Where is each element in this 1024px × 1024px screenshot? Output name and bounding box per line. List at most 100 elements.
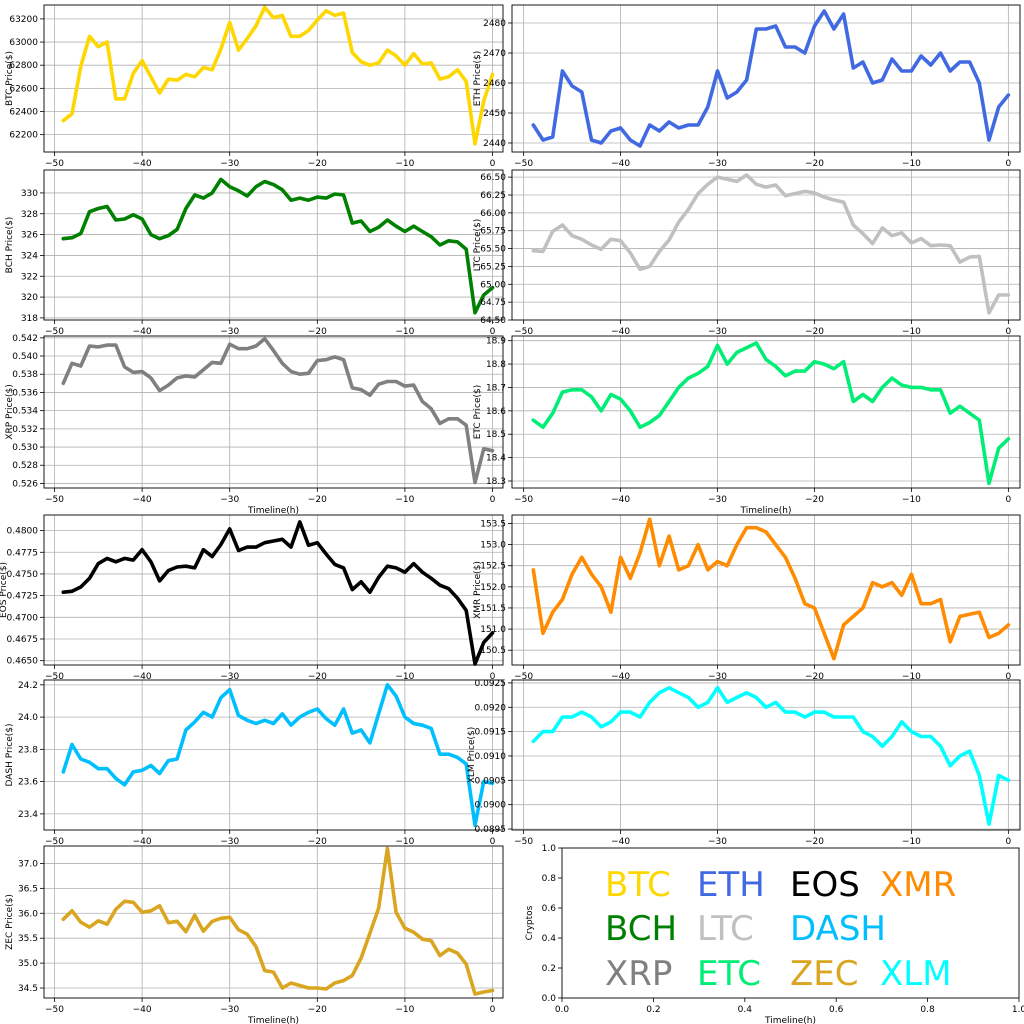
y-axis-label: ETC Price($) <box>473 385 483 440</box>
y-tick-label: 65.00 <box>480 280 506 290</box>
y-tick-label: 37.0 <box>18 859 38 869</box>
plot-frame <box>43 679 504 831</box>
x-tick-label: 0 <box>490 159 496 169</box>
y-tick-label: 0.526 <box>12 479 38 489</box>
y-axis-label: XRP Price($) <box>5 384 15 439</box>
y-tick-label: 0.4700 <box>7 613 39 623</box>
x-tick-label: −30 <box>220 495 239 505</box>
chart-panel-10: −50 −40 −30 −20 −10 0 34.5 35.0 35.5 36.0 36.5 37.0… <box>5 845 504 1024</box>
x-tick-label: 0 <box>490 837 496 847</box>
y-tick-label: 330 <box>21 189 38 199</box>
y-tick-label: 0.528 <box>12 461 38 471</box>
plot-frame <box>511 169 1021 321</box>
y-tick-label: 0.0925 <box>475 679 507 689</box>
x-tick-label: −30 <box>708 672 727 682</box>
x-tick-label: −30 <box>220 672 239 682</box>
y-tick-label: 18.5 <box>486 430 506 440</box>
legend-x-tick-label: 0.4 <box>738 1005 753 1015</box>
y-tick-label: 318 <box>21 314 38 324</box>
x-tick-label: 0 <box>1005 159 1011 169</box>
y-tick-label: 0.0920 <box>475 703 507 713</box>
y-tick-label: 0.4675 <box>7 635 39 645</box>
legend-y-axis-label: Cryptos <box>525 905 535 940</box>
x-tick-label: −30 <box>708 159 727 169</box>
x-tick-label: −10 <box>395 1005 414 1015</box>
y-axis-label: LTC Price($) <box>473 219 483 272</box>
y-tick-label: 62600 <box>9 84 38 94</box>
legend-x-tick-label: 0.8 <box>920 1005 935 1015</box>
legend-entry-xrp: XRP <box>605 954 672 994</box>
y-tick-label: 36.0 <box>18 909 38 919</box>
x-tick-label: −50 <box>514 327 533 337</box>
x-tick-label: −30 <box>708 495 727 505</box>
x-tick-label: −10 <box>902 672 921 682</box>
plot-frame <box>511 679 1021 831</box>
x-tick-label: 0 <box>490 1005 496 1015</box>
x-tick-label: −20 <box>308 495 327 505</box>
x-tick-label: −20 <box>805 495 824 505</box>
x-tick-label: 0 <box>1005 672 1011 682</box>
legend-frame <box>561 847 1020 999</box>
y-tick-label: 65.50 <box>480 245 506 255</box>
y-tick-label: 65.25 <box>480 262 506 272</box>
y-tick-label: 0.542 <box>12 334 38 344</box>
y-tick-label: 320 <box>21 293 38 303</box>
y-tick-label: 0.0915 <box>475 728 507 738</box>
x-tick-label: −50 <box>45 672 64 682</box>
x-tick-label: 0 <box>1005 495 1011 505</box>
series-line <box>531 9 1011 148</box>
plot-frame <box>511 514 1021 666</box>
plot-frame <box>43 4 504 153</box>
y-tick-label: 36.5 <box>18 884 38 894</box>
y-tick-label: 328 <box>21 210 38 220</box>
y-tick-label: 63000 <box>9 38 38 48</box>
x-tick-label: −50 <box>45 837 64 847</box>
x-tick-label: −10 <box>902 837 921 847</box>
y-tick-label: 0.0905 <box>475 776 507 786</box>
y-tick-label: 322 <box>21 272 38 282</box>
y-tick-label: 2450 <box>483 109 506 119</box>
x-tick-label: −10 <box>902 327 921 337</box>
y-tick-label: 0.4750 <box>7 570 39 580</box>
x-tick-label: −40 <box>611 495 630 505</box>
y-tick-label: 0.0910 <box>475 752 507 762</box>
chart-panel-2: −50 −40 −30 −20 −10 0 318 320 322 324 326 328 330 BCH… <box>5 169 504 337</box>
x-tick-label: −30 <box>220 159 239 169</box>
x-tick-label: −20 <box>308 672 327 682</box>
y-axis-label: XMR Price($) <box>473 561 483 619</box>
plot-frame <box>43 335 504 489</box>
x-tick-label: −10 <box>902 159 921 169</box>
y-tick-label: 2470 <box>483 49 506 59</box>
legend-entry-zec: ZEC <box>790 954 859 994</box>
plot-frame <box>43 169 504 321</box>
legend-entry-bch: BCH <box>605 909 677 949</box>
legend-x-axis-label: Timeline(h) <box>764 1016 816 1024</box>
y-tick-label: 0.540 <box>12 352 38 362</box>
x-tick-label: −50 <box>45 1005 64 1015</box>
y-tick-label: 23.6 <box>18 778 38 788</box>
y-tick-label: 62200 <box>9 131 38 141</box>
legend-x-tick-label: 0.6 <box>829 1005 844 1015</box>
x-axis-label: Timeline(h) <box>247 506 299 516</box>
y-axis-label: EOS Price($) <box>0 562 9 618</box>
y-tick-label: 0.530 <box>12 443 38 453</box>
legend-panel: 0.0 0.2 0.4 0.6 0.8 1.0 0.0 0.2 0.4 0.6 0.8 1.0 Cryp… <box>525 844 1024 1024</box>
y-axis-label: DASH Price($) <box>5 724 15 787</box>
x-tick-label: 0 <box>1005 327 1011 337</box>
legend-entry-xmr: XMR <box>880 865 956 905</box>
x-tick-label: −20 <box>308 159 327 169</box>
y-tick-label: 64.50 <box>480 316 506 326</box>
x-tick-label: −30 <box>708 837 727 847</box>
x-tick-label: −20 <box>805 672 824 682</box>
y-tick-label: 0.4800 <box>7 527 39 537</box>
x-tick-label: −40 <box>133 1005 152 1015</box>
y-tick-label: 152.0 <box>480 583 506 593</box>
legend-y-tick-label: 0.0 <box>542 994 557 1004</box>
y-tick-label: 151.5 <box>480 604 506 614</box>
legend-entry-xlm: XLM <box>880 954 952 994</box>
legend-x-tick-label: 0.0 <box>555 1005 570 1015</box>
legend-entry-eos: EOS <box>790 865 860 905</box>
y-tick-label: 18.7 <box>486 383 506 393</box>
legend-y-tick-label: 1.0 <box>542 844 557 854</box>
